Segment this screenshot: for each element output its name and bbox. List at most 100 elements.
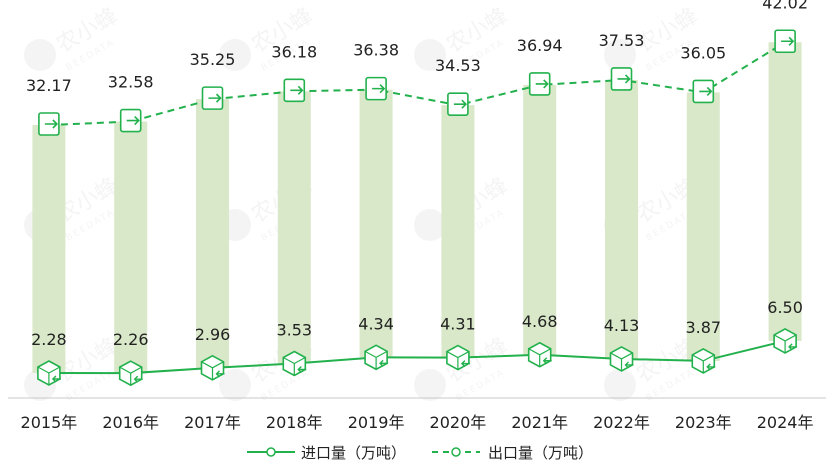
watermark-logo-icon xyxy=(219,369,251,401)
x-tick-label: 2019年 xyxy=(348,413,405,432)
import-data-label: 4.68 xyxy=(522,312,558,331)
arrow-right-icon xyxy=(699,86,713,96)
export-point xyxy=(201,86,224,110)
x-tick-label: 2020年 xyxy=(430,413,487,432)
import-data-label: 4.13 xyxy=(604,316,640,335)
import-point xyxy=(37,360,61,386)
box-icon xyxy=(773,334,797,353)
import-data-label: 3.87 xyxy=(685,318,721,337)
box-icon xyxy=(692,354,715,373)
export-point xyxy=(283,78,306,103)
legend-item-import: 进口量（万吨） xyxy=(247,444,406,462)
export-data-label: 36.94 xyxy=(517,36,563,55)
import-point xyxy=(773,328,798,354)
export-point xyxy=(447,92,469,116)
bar-range xyxy=(196,99,229,368)
arrow-left-icon xyxy=(51,375,61,383)
arrow-left-icon xyxy=(379,359,389,367)
box-icon xyxy=(528,348,551,367)
import-point xyxy=(527,341,552,368)
import-data-label: 2.26 xyxy=(113,330,149,349)
export-data-label: 42.02 xyxy=(762,0,808,12)
arrow-right-icon xyxy=(372,84,386,94)
box-icon xyxy=(446,351,470,370)
import-data-label: 6.50 xyxy=(767,298,803,317)
bar-range xyxy=(359,89,393,358)
watermark-logo-icon xyxy=(604,369,636,401)
export-data-label: 36.05 xyxy=(680,43,726,62)
import-data-label: 4.34 xyxy=(358,314,394,333)
import-point xyxy=(118,360,143,387)
export-point xyxy=(528,72,551,96)
import-point xyxy=(446,344,470,371)
bar-range xyxy=(114,121,148,374)
x-tick-label: 2018年 xyxy=(266,413,323,432)
import-data-label: 2.28 xyxy=(31,330,67,349)
arrow-left-icon xyxy=(215,370,225,378)
x-tick-label: 2015年 xyxy=(21,413,78,432)
export-data-label: 34.53 xyxy=(435,56,481,75)
legend-marker-export-icon xyxy=(451,447,461,457)
bar-range xyxy=(441,105,475,358)
x-tick-label: 2017年 xyxy=(184,413,241,432)
export-data-label: 37.53 xyxy=(599,31,645,50)
import-point xyxy=(282,350,307,377)
x-tick-label: 2024年 xyxy=(757,413,814,432)
import-line xyxy=(48,339,786,375)
x-tick-label: 2016年 xyxy=(102,413,159,432)
arrow-left-icon xyxy=(788,343,798,351)
watermark-logo-icon xyxy=(604,39,636,71)
arrow-left-icon xyxy=(542,357,552,365)
box-icon xyxy=(283,356,306,376)
export-data-label: 32.17 xyxy=(26,76,72,95)
bar-range xyxy=(686,92,720,361)
watermark-logo-icon xyxy=(414,209,446,241)
import-data-label: 3.53 xyxy=(276,321,312,340)
import-point xyxy=(691,348,716,374)
export-data-label: 35.25 xyxy=(190,50,236,69)
box-icon xyxy=(201,361,224,380)
import-point xyxy=(364,344,389,371)
arrow-left-icon xyxy=(133,375,143,383)
arrow-right-icon xyxy=(126,115,140,126)
import-point xyxy=(200,354,225,381)
export-data-label: 36.18 xyxy=(271,42,317,61)
export-point xyxy=(610,67,633,91)
x-tick-label: 2023年 xyxy=(675,413,732,432)
watermark-logo-icon xyxy=(219,39,251,71)
arrow-right-icon xyxy=(208,93,222,103)
export-point xyxy=(774,29,796,54)
arrow-left-icon xyxy=(460,360,470,368)
export-data-label: 36.38 xyxy=(353,41,399,60)
box-icon xyxy=(119,366,142,386)
arrow-right-icon xyxy=(453,99,468,109)
arrow-right-icon xyxy=(781,36,795,46)
x-tick-label: 2022年 xyxy=(593,413,650,432)
arrow-right-icon xyxy=(44,119,59,129)
export-point xyxy=(692,79,715,104)
legend: 进口量（万吨） 出口量（万吨） xyxy=(247,444,593,462)
watermark-text: 农小蜂 xyxy=(443,4,513,59)
bar-range xyxy=(605,79,638,359)
box-icon xyxy=(610,352,633,371)
arrow-right-icon xyxy=(617,74,631,84)
import-point xyxy=(609,346,634,372)
arrow-right-icon xyxy=(535,79,549,89)
legend-label-import: 进口量（万吨） xyxy=(301,444,406,462)
import-data-label: 2.96 xyxy=(195,325,231,344)
arrow-right-icon xyxy=(290,85,304,95)
watermark-logo-icon xyxy=(24,39,56,71)
export-point xyxy=(365,76,387,101)
watermark-logo-icon xyxy=(414,39,446,71)
bar-range xyxy=(523,84,557,355)
watermark-text: 农小蜂 xyxy=(53,4,123,59)
arrow-left-icon xyxy=(297,366,307,373)
arrow-left-icon xyxy=(624,361,634,369)
arrow-left-icon xyxy=(706,363,716,371)
box-icon xyxy=(364,350,388,370)
bar-range xyxy=(768,42,802,341)
legend-marker-import-icon xyxy=(266,447,276,457)
